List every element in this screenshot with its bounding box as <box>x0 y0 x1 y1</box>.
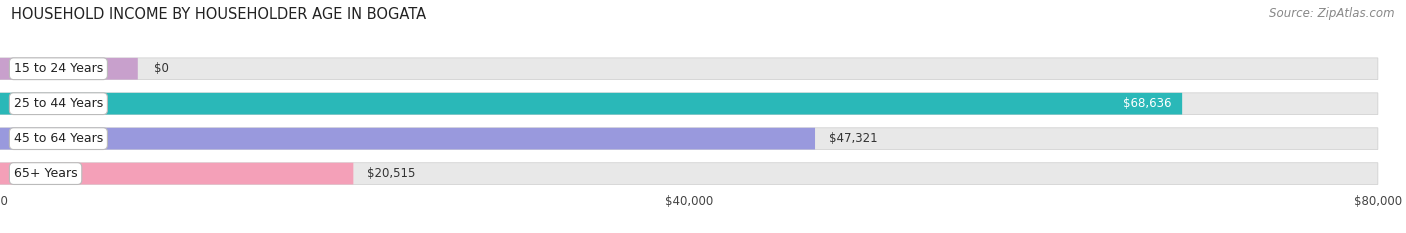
FancyBboxPatch shape <box>0 58 138 80</box>
FancyBboxPatch shape <box>0 128 815 150</box>
Text: 45 to 64 Years: 45 to 64 Years <box>14 132 103 145</box>
FancyBboxPatch shape <box>0 128 1378 150</box>
Text: $47,321: $47,321 <box>828 132 877 145</box>
Text: 15 to 24 Years: 15 to 24 Years <box>14 62 103 75</box>
Text: $20,515: $20,515 <box>367 167 416 180</box>
FancyBboxPatch shape <box>0 93 1182 115</box>
FancyBboxPatch shape <box>0 163 353 185</box>
FancyBboxPatch shape <box>0 163 1378 185</box>
FancyBboxPatch shape <box>0 58 1378 80</box>
Text: $0: $0 <box>155 62 169 75</box>
Text: $68,636: $68,636 <box>1122 97 1171 110</box>
Text: HOUSEHOLD INCOME BY HOUSEHOLDER AGE IN BOGATA: HOUSEHOLD INCOME BY HOUSEHOLDER AGE IN B… <box>11 7 426 22</box>
Text: Source: ZipAtlas.com: Source: ZipAtlas.com <box>1270 7 1395 20</box>
FancyBboxPatch shape <box>0 93 1378 115</box>
Text: 65+ Years: 65+ Years <box>14 167 77 180</box>
Text: 25 to 44 Years: 25 to 44 Years <box>14 97 103 110</box>
